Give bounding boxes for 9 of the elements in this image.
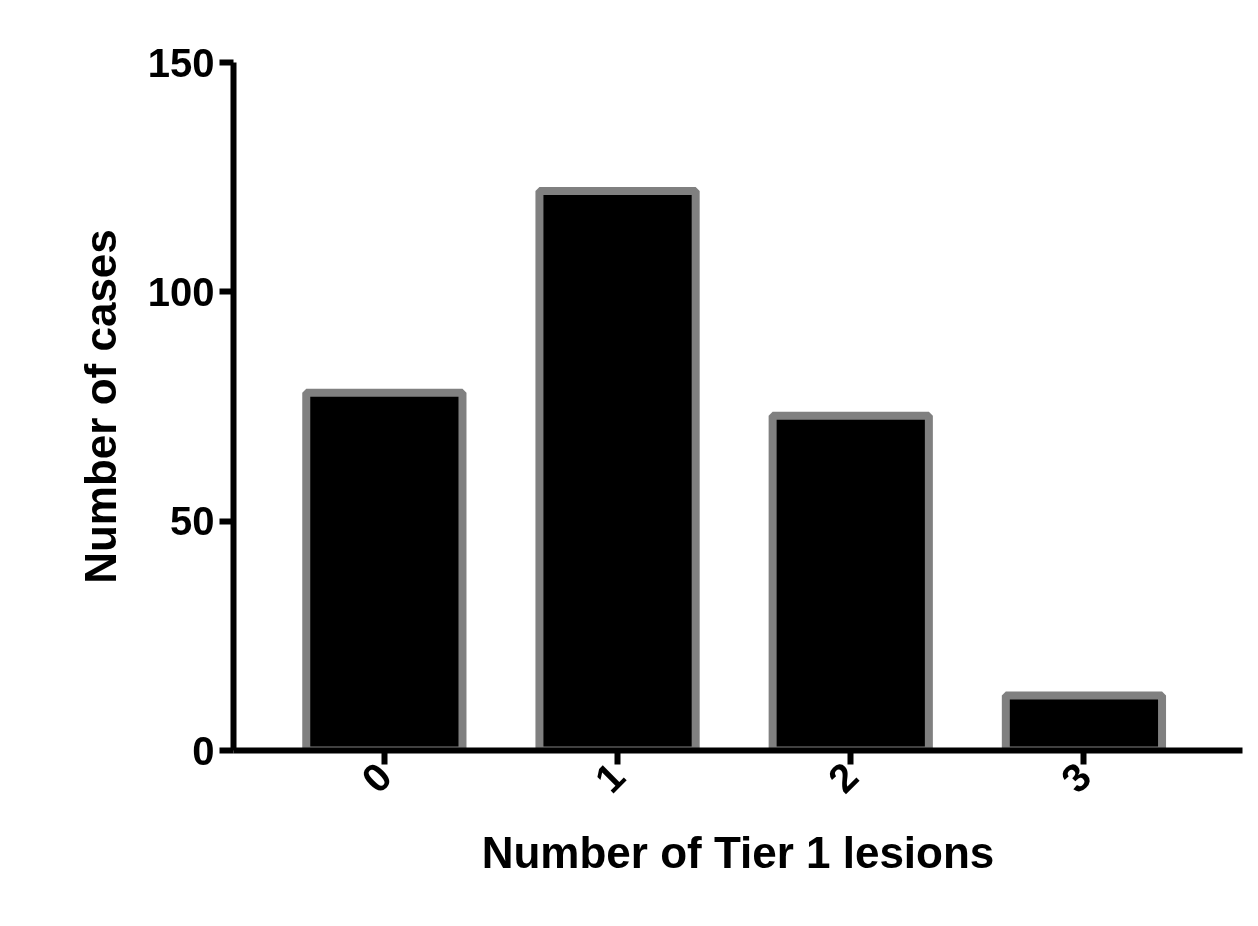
x-tick-label: 2 — [819, 753, 867, 801]
x-tick-label: 3 — [1052, 753, 1100, 801]
y-tick-label: 150 — [147, 40, 215, 85]
x-axis-title: Number of Tier 1 lesions — [481, 828, 995, 878]
x-tick-label: 0 — [353, 753, 400, 801]
y-tick-label: 50 — [170, 499, 215, 544]
y-tick-label: 100 — [147, 269, 215, 314]
y-axis-title: Number of cases — [75, 229, 125, 584]
x-tick-label: 1 — [586, 753, 634, 801]
